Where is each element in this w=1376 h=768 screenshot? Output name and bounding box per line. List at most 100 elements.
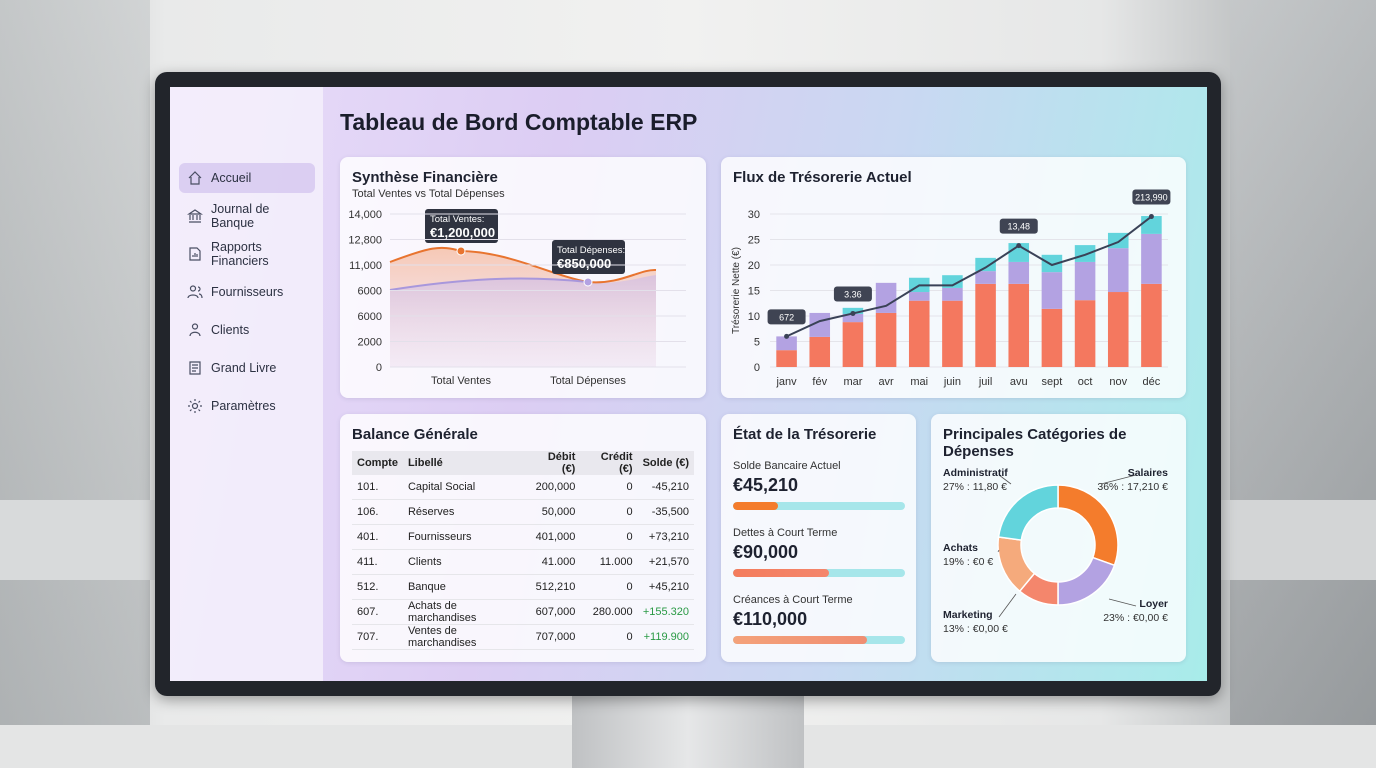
category-value: 27% : 11,80 € — [943, 481, 1007, 493]
progress-track — [733, 636, 905, 644]
x-tick-label: avr — [878, 376, 894, 388]
bar-segment — [1107, 248, 1129, 293]
y-tick-label: 0 — [754, 362, 760, 374]
table-cell: +45,210 — [637, 574, 694, 600]
bar-segment — [1041, 308, 1063, 367]
callout-value: €850,000 — [557, 256, 611, 271]
bar-segment — [1107, 292, 1129, 367]
card-title: Flux de Trésorerie Actuel — [733, 169, 912, 186]
x-axis-label: Total Ventes — [431, 375, 491, 387]
leader-line — [1108, 598, 1137, 607]
y-tick-label: 10 — [748, 311, 760, 323]
table-header: Compte Libellé Débit (€) Crédit (€) Solde (€… — [352, 451, 694, 475]
table-cell: 11.000 — [580, 549, 638, 575]
summary-card: Synthèse Financière Total Ventes vs Tota… — [340, 157, 706, 398]
table-cell: 411. — [352, 549, 403, 575]
treasury-label: Dettes à Court Terme — [733, 527, 838, 539]
bar-segment — [1074, 261, 1096, 301]
nav-item[interactable]: Journal de Banque — [179, 201, 315, 231]
line-point — [1148, 214, 1154, 220]
table-cell: 106. — [352, 499, 403, 525]
nav-icon — [189, 361, 201, 375]
x-tick-label: déc — [1143, 376, 1161, 388]
cash-flow-chart: 0 5 10 15 20 25 30 Trésorerie Nette (€) janv fév m… — [731, 189, 1171, 388]
icon-shape — [189, 323, 201, 337]
annotation-box — [767, 309, 806, 325]
column-header: Libellé — [402, 451, 527, 475]
y-tick-label: 30 — [748, 209, 760, 221]
desk-left — [0, 500, 160, 580]
nav-label: Rapports Financiers — [211, 240, 269, 268]
table-cell: 50,000 — [526, 499, 581, 525]
table-cell: 512. — [352, 574, 403, 600]
nav-icon — [187, 285, 203, 299]
progress-fill — [733, 636, 868, 644]
table-row: 607. Achats de marchandises 607,000 280.000… — [352, 599, 694, 625]
leader-line — [998, 593, 1017, 618]
x-tick-label: fév — [812, 376, 827, 388]
icon-shape — [188, 399, 202, 413]
nav-icon — [189, 323, 201, 337]
x-tick-label: avu — [1010, 376, 1028, 388]
bar-segment — [1074, 300, 1096, 367]
progress-fill — [733, 502, 778, 510]
card-subtitle: Total Ventes vs Total Dépenses — [352, 188, 505, 200]
donut-segment — [997, 484, 1059, 541]
bar-segment — [1074, 245, 1096, 262]
table-cell: Fournisseurs — [402, 524, 527, 550]
table-cell: +73,210 — [637, 524, 694, 550]
bar-segment — [975, 271, 996, 284]
bar-segment — [842, 307, 864, 314]
table-row: 106. Réserves 50,000 0 -35,500 — [352, 499, 694, 525]
card-title: Principales Catégories de Dépenses — [943, 426, 1127, 460]
bar-segment — [809, 336, 831, 367]
treasury-value: €45,210 — [733, 475, 799, 495]
bar-segment — [842, 313, 864, 323]
y-axis-label: 0 — [376, 362, 382, 374]
category-value: 36% : 17,210 € — [1097, 481, 1168, 493]
table-cell: 0 — [580, 574, 638, 600]
bar-segment — [875, 312, 897, 367]
table-cell: 0 — [580, 499, 638, 525]
treasury-label: Créances à Court Terme — [733, 594, 853, 606]
annotation-label: 13,48 — [1007, 222, 1030, 232]
nav-item[interactable]: Grand Livre — [179, 353, 315, 383]
callout-label: Total Ventes: — [430, 214, 484, 225]
category-value: 13% : €0,00 € — [943, 623, 1008, 635]
nav-label: Journal de Banque — [211, 202, 270, 230]
bar-segment — [1008, 261, 1030, 284]
column-header: Compte — [352, 451, 403, 475]
card-title: État de la Trésorerie — [733, 426, 877, 443]
table-row: 401. Fournisseurs 401,000 0 +73,210 — [352, 524, 694, 550]
nav-item[interactable]: Clients — [179, 315, 315, 345]
nav-label: Fournisseurs — [211, 285, 284, 299]
nav-item[interactable]: Accueil — [179, 163, 315, 193]
bar-segment — [942, 300, 963, 367]
table-cell: -35,500 — [637, 499, 694, 525]
y-axis-label: 6000 — [358, 286, 382, 298]
table-row: 707. Ventes de marchandises 707,000 0 +119.9… — [352, 624, 694, 650]
nav-item[interactable]: Fournisseurs — [179, 277, 315, 307]
expense-area — [390, 275, 656, 367]
y-tick-label: 20 — [748, 260, 760, 272]
nav-item[interactable]: Rapports Financiers — [179, 239, 315, 269]
nav-label: Grand Livre — [211, 361, 277, 375]
x-axis-label: Total Dépenses — [550, 375, 626, 387]
nav-item[interactable]: Paramètres — [179, 391, 315, 421]
nav-label: Paramètres — [211, 399, 276, 413]
monitor-stand — [572, 690, 804, 768]
category-value: 19% : €0 € — [943, 556, 993, 568]
nav-icon — [188, 171, 202, 185]
icon-shape — [187, 209, 203, 223]
bar-segment — [942, 287, 963, 301]
bar-segment — [908, 300, 930, 367]
leader-line — [997, 549, 1000, 553]
bar-segment — [776, 336, 797, 351]
table-cell: 707. — [352, 624, 403, 650]
bar-segment — [1041, 254, 1063, 273]
column-header: Crédit (€) — [580, 451, 638, 475]
table-row: 101. Capital Social 200,000 0 -45,210 — [352, 475, 694, 500]
nav-label: Accueil — [211, 171, 252, 185]
treasury-card: État de la Trésorerie Solde Bancaire Act… — [721, 414, 916, 662]
sales-point — [456, 246, 466, 256]
